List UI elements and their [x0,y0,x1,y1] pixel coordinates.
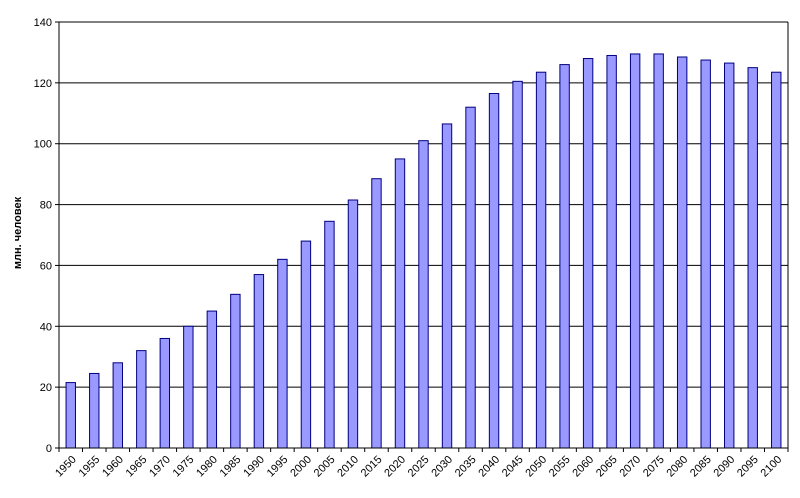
x-tick-label: 2090 [712,454,738,480]
bar [136,350,147,449]
bar [324,220,335,449]
y-tick-label: 40 [40,321,52,333]
x-tick-label: 2085 [688,454,714,480]
x-tick-label: 2070 [617,454,643,480]
x-tick-label: 1990 [241,454,267,480]
x-tick-label: 2050 [523,454,549,480]
axes [55,21,789,452]
bar [159,337,171,449]
bar [89,372,100,449]
bar [747,67,758,449]
x-tick-label: 1950 [53,454,79,480]
bar [771,71,782,449]
bar [394,158,406,449]
x-tick-label: 2095 [735,454,761,480]
y-axis-label: млн. человек [12,196,24,269]
bar [559,64,570,449]
x-tick-label: 2040 [476,454,502,480]
x-tick-label: 1975 [171,454,197,480]
x-tick-label: 2080 [665,454,691,480]
x-tick-label: 1970 [147,454,173,480]
y-tick-label: 60 [40,260,52,272]
y-tick-labels: 0 20 40 60 80 100 120 140 [34,17,52,455]
x-tick-label: 2060 [570,454,596,480]
x-tick-label: 2055 [547,454,573,480]
bar [206,310,218,449]
y-tick-label: 80 [40,200,52,212]
x-tick-labels: 1950195519601965197019751980198519901995… [53,454,784,480]
y-tick-label: 100 [34,139,52,151]
bar [418,140,429,449]
x-tick-label: 1960 [100,454,126,480]
bar [465,106,476,449]
x-tick-label: 2100 [759,454,785,480]
bar [512,80,523,449]
bar [700,59,711,449]
bar [441,123,453,449]
x-tick-label: 2000 [288,454,314,480]
x-tick-label: 2035 [453,454,479,480]
y-tick-label: 0 [46,443,52,455]
x-tick-label: 1995 [265,454,291,480]
bar [347,199,359,449]
bar [183,325,194,449]
bar [582,58,594,449]
x-tick-label: 2025 [406,454,432,480]
bar [300,240,312,449]
x-tick-label: 2010 [335,454,361,480]
x-tick-label: 2045 [500,454,526,480]
bar [676,56,688,449]
bar [65,382,76,449]
bar [629,53,641,449]
x-tick-label: 2015 [359,454,385,480]
bar [112,362,123,449]
y-tick-label: 120 [34,78,52,90]
y-tick-label: 20 [40,382,52,394]
x-tick-label: 2020 [382,454,408,480]
x-tick-label: 2065 [594,454,620,480]
bar [253,274,265,449]
x-tick-label: 1985 [218,454,244,480]
bar [535,71,547,449]
bars [65,53,782,449]
bar [724,62,735,449]
bar [230,293,241,449]
bar [277,258,288,449]
x-tick-label: 2005 [312,454,338,480]
y-tick-label: 140 [34,17,52,29]
x-tick-label: 1965 [124,454,150,480]
x-tick-label: 1955 [77,454,103,480]
bar [371,178,382,449]
x-tick-label: 1980 [194,454,220,480]
bar [653,53,664,449]
bar [606,54,617,449]
bar [488,93,500,449]
x-tick-label: 2030 [429,454,455,480]
x-tick-label: 2075 [641,454,667,480]
